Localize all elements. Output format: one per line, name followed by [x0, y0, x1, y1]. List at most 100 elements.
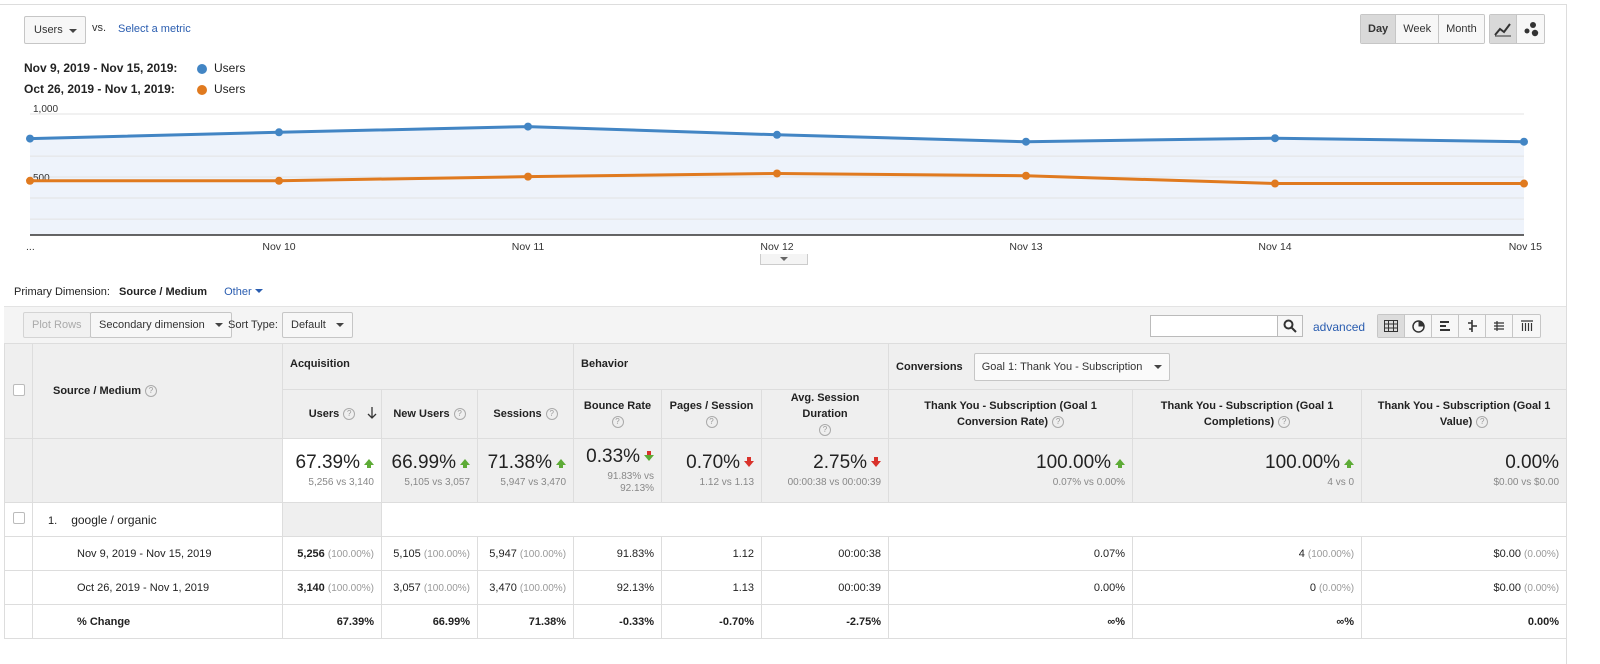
pivot-view-button[interactable] — [1513, 315, 1540, 337]
help-icon[interactable]: ? — [1278, 416, 1291, 429]
period-current-sessions: 5,947 (100.00%) — [476, 536, 575, 571]
value: 3,470 — [489, 581, 517, 594]
data-point-1 — [26, 176, 34, 185]
change-conv-rate: ∞% — [888, 604, 1134, 639]
source-medium-header[interactable]: Source / Medium? — [32, 343, 283, 439]
period-month-button[interactable]: Month — [1439, 15, 1484, 43]
comparison-view-button[interactable] — [1459, 315, 1486, 337]
y-tick-label: 1,000 — [33, 104, 58, 115]
chevron-down-icon — [780, 257, 788, 261]
period-toggle: Day Week Month — [1360, 14, 1485, 44]
help-icon[interactable]: ? — [545, 408, 558, 421]
legend-previous: Oct 26, 2019 - Nov 1, 2019: Users — [24, 82, 245, 96]
select-metric-link[interactable]: Select a metric — [118, 23, 191, 35]
pct: (100.00%) — [1307, 548, 1355, 560]
secondary-dimension-label: Secondary dimension — [99, 319, 205, 331]
change-avg-duration: -2.75% — [761, 604, 890, 639]
users-column-header[interactable]: Users? — [282, 389, 382, 439]
legend-previous-dot-icon — [197, 85, 207, 95]
plot-rows-button[interactable]: Plot Rows — [23, 312, 91, 338]
arrow-up-icon — [460, 459, 470, 468]
completions-column-header[interactable]: Thank You - Subscription (Goal 1 Complet… — [1132, 389, 1363, 439]
period-previous-label: Oct 26, 2019 - Nov 1, 2019 — [32, 570, 283, 605]
select-all-checkbox[interactable] — [12, 383, 25, 396]
advanced-filter-link[interactable]: advanced — [1313, 320, 1366, 334]
row-checkbox[interactable] — [12, 512, 25, 524]
table-search-input[interactable] — [1150, 315, 1278, 337]
help-icon[interactable]: ? — [611, 416, 624, 429]
metric-select-label: Users — [34, 24, 63, 36]
summary-avg-duration: 2.75% 00:00:38 vs 00:00:39 — [761, 438, 890, 503]
source-medium-header-label: Source / Medium — [53, 384, 142, 397]
collapse-chart-tab[interactable] — [760, 254, 808, 265]
help-icon[interactable]: ? — [1052, 416, 1065, 429]
arrow-up-icon — [1344, 459, 1355, 468]
summary-completions-change: 100.00% — [1265, 452, 1341, 473]
columns-icon — [1520, 320, 1533, 331]
primary-dimension-selected[interactable]: Source / Medium — [119, 286, 208, 298]
new-users-column-header[interactable]: New Users? — [381, 389, 478, 439]
metric-select[interactable]: Users — [24, 16, 86, 44]
secondary-dimension-dropdown[interactable]: Secondary dimension — [90, 312, 232, 338]
pct: (100.00%) — [423, 548, 470, 560]
arrow-up-icon — [1115, 459, 1126, 468]
data-point-0 — [1271, 134, 1279, 143]
conv-rate-column-header[interactable]: Thank You - Subscription (Goal 1 Convers… — [888, 389, 1134, 439]
summary-bounce-rate-change: 0.33% — [586, 446, 641, 467]
arrow-down-icon — [871, 457, 882, 467]
help-icon[interactable]: ? — [145, 385, 158, 398]
period-previous-bounce-rate: 92.13% — [573, 570, 663, 605]
legend-current-range: Nov 9, 2019 - Nov 15, 2019: — [24, 61, 178, 75]
help-icon[interactable]: ? — [705, 416, 718, 429]
motion-chart-button[interactable] — [1517, 15, 1544, 43]
search-button[interactable] — [1277, 315, 1303, 337]
change-completions: ∞% — [1132, 604, 1363, 639]
change-value: 0.00% — [1361, 604, 1568, 639]
legend-current-dot-icon — [197, 64, 207, 74]
chevron-down-icon — [335, 323, 344, 327]
data-point-1 — [1271, 179, 1279, 188]
pages-session-header-label: Pages / Session — [669, 400, 754, 412]
sessions-header-label: Sessions — [493, 408, 542, 420]
help-icon[interactable]: ? — [453, 408, 466, 421]
bounce-rate-column-header[interactable]: Bounce Rate? — [573, 389, 663, 439]
primary-dimension-other[interactable]: Other — [224, 286, 263, 298]
line-chart-button[interactable] — [1490, 15, 1517, 43]
period-current-avg-duration: 00:00:38 — [761, 536, 890, 571]
data-view-button[interactable] — [1378, 315, 1405, 337]
avg-duration-column-header[interactable]: Avg. Session Duration? — [761, 389, 890, 439]
pages-session-column-header[interactable]: Pages / Session? — [661, 389, 763, 439]
goal-select-dropdown[interactable]: Goal 1: Thank You - Subscription — [973, 352, 1171, 381]
term-cloud-view-button[interactable] — [1486, 315, 1513, 337]
arrow-up-icon — [364, 459, 374, 468]
period-day-button[interactable]: Day — [1361, 15, 1397, 43]
change-bounce-rate: -0.33% — [573, 604, 663, 639]
acquisition-group-header: Acquisition — [281, 343, 575, 390]
row-source-link[interactable]: google / organic — [71, 512, 157, 527]
period-week-button[interactable]: Week — [1396, 15, 1440, 43]
performance-view-button[interactable] — [1432, 315, 1459, 337]
bounce-rate-header-label: Bounce Rate — [583, 400, 652, 412]
change-new-users: 66.99% — [381, 604, 478, 639]
summary-conv-rate: 100.00% 0.07% vs 0.00% — [888, 438, 1134, 503]
pct: (100.00%) — [519, 548, 567, 560]
summary-new-users-compare: 5,105 vs 3,057 — [404, 477, 470, 488]
period-current-new-users: 5,105 (100.00%) — [381, 536, 478, 571]
data-point-0 — [524, 122, 532, 131]
sessions-column-header[interactable]: Sessions? — [476, 389, 575, 439]
value-column-header[interactable]: Thank You - Subscription (Goal 1 Value)? — [1361, 389, 1568, 439]
summary-users-change: 67.39% — [295, 452, 360, 473]
right-border — [1566, 4, 1567, 664]
summary-conv-rate-change: 100.00% — [1036, 452, 1112, 473]
summary-blank-cell — [4, 438, 33, 503]
percentage-view-button[interactable] — [1405, 315, 1432, 337]
help-icon[interactable]: ? — [819, 424, 832, 437]
sort-type-dropdown[interactable]: Default — [282, 312, 353, 338]
help-icon[interactable]: ? — [1476, 416, 1489, 429]
help-icon[interactable]: ? — [343, 408, 356, 421]
x-tick-label: Nov 15 — [1509, 241, 1542, 253]
value: 5,256 — [297, 547, 325, 560]
period-current-value: $0.00 (0.00%) — [1361, 536, 1568, 571]
select-all-cell — [4, 343, 33, 439]
period-current-pages-session: 1.12 — [661, 536, 763, 571]
